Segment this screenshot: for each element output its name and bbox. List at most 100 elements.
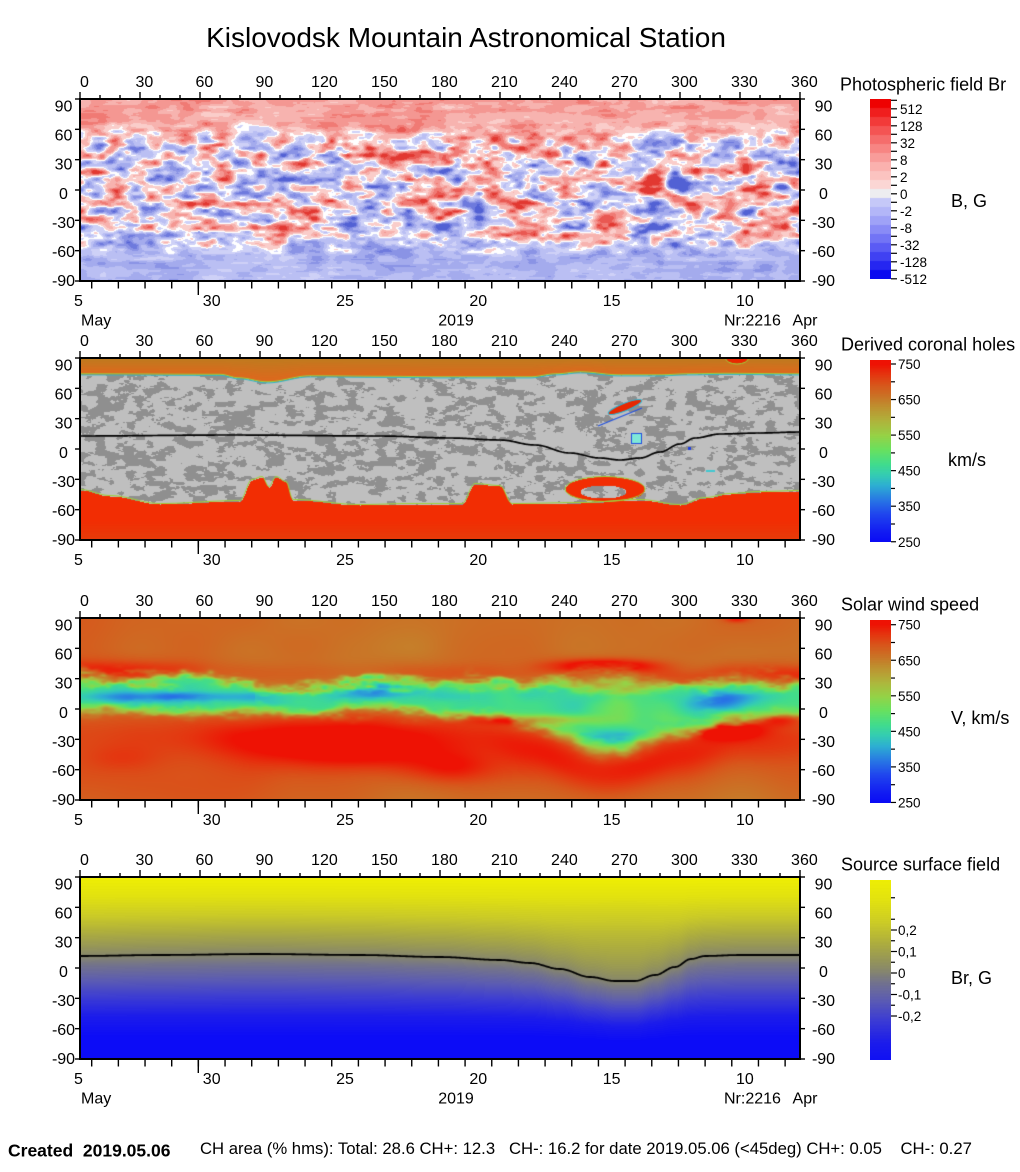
- svg-text:300: 300: [671, 852, 698, 869]
- svg-text:90: 90: [55, 358, 73, 375]
- svg-text:20: 20: [469, 812, 487, 829]
- svg-text:60: 60: [55, 387, 73, 404]
- svg-text:0: 0: [80, 593, 89, 610]
- svg-text:60: 60: [815, 906, 833, 923]
- svg-text:90: 90: [55, 877, 73, 894]
- svg-text:150: 150: [371, 74, 398, 91]
- svg-text:550: 550: [898, 428, 921, 443]
- svg-text:15: 15: [603, 552, 621, 569]
- svg-text:60: 60: [196, 74, 214, 91]
- svg-text:240: 240: [551, 333, 578, 350]
- svg-text:90: 90: [815, 618, 833, 635]
- svg-text:180: 180: [431, 74, 458, 91]
- svg-text:60: 60: [815, 647, 833, 664]
- svg-text:350: 350: [898, 499, 921, 514]
- svg-text:0: 0: [819, 705, 828, 722]
- svg-text:0,2: 0,2: [898, 923, 917, 938]
- svg-text:90: 90: [256, 852, 274, 869]
- svg-text:330: 330: [731, 333, 758, 350]
- svg-text:-90: -90: [812, 1051, 835, 1068]
- svg-text:30: 30: [55, 416, 73, 433]
- svg-text:-512: -512: [900, 272, 927, 287]
- svg-text:5: 5: [74, 812, 83, 829]
- svg-text:300: 300: [671, 593, 698, 610]
- svg-text:-8: -8: [900, 221, 912, 236]
- svg-text:270: 270: [611, 74, 638, 91]
- svg-text:-60: -60: [52, 1022, 75, 1039]
- svg-text:30: 30: [55, 157, 73, 174]
- svg-text:-30: -30: [52, 993, 75, 1010]
- svg-text:10: 10: [736, 552, 754, 569]
- svg-text:km/s: km/s: [948, 450, 986, 470]
- svg-text:240: 240: [551, 852, 578, 869]
- svg-text:330: 330: [731, 74, 758, 91]
- svg-text:-60: -60: [52, 244, 75, 261]
- svg-text:128: 128: [900, 119, 923, 134]
- svg-text:90: 90: [55, 618, 73, 635]
- svg-text:60: 60: [55, 906, 73, 923]
- svg-text:210: 210: [491, 74, 518, 91]
- svg-text:90: 90: [256, 593, 274, 610]
- svg-text:V, km/s: V, km/s: [951, 708, 1009, 728]
- svg-text:270: 270: [611, 593, 638, 610]
- svg-text:CH area (% hms): Total: 28.6 C: CH area (% hms): Total: 28.6 CH+: 12.3 C…: [200, 1139, 972, 1158]
- svg-text:250: 250: [898, 795, 921, 810]
- svg-text:90: 90: [815, 877, 833, 894]
- svg-text:20: 20: [469, 293, 487, 310]
- svg-text:90: 90: [55, 99, 73, 116]
- svg-text:120: 120: [311, 852, 338, 869]
- svg-text:360: 360: [791, 74, 818, 91]
- svg-text:30: 30: [203, 552, 221, 569]
- svg-text:20: 20: [469, 552, 487, 569]
- svg-text:May: May: [81, 312, 111, 329]
- svg-text:32: 32: [900, 136, 915, 151]
- svg-text:150: 150: [371, 852, 398, 869]
- svg-text:8: 8: [900, 153, 908, 168]
- svg-text:210: 210: [491, 852, 518, 869]
- svg-text:-90: -90: [52, 1051, 75, 1068]
- svg-text:2: 2: [900, 170, 908, 185]
- svg-text:10: 10: [736, 812, 754, 829]
- svg-text:15: 15: [603, 293, 621, 310]
- svg-text:2019: 2019: [438, 1090, 474, 1107]
- svg-text:Nr:2216: Nr:2216: [724, 1090, 781, 1107]
- svg-text:60: 60: [196, 333, 214, 350]
- svg-text:-30: -30: [52, 474, 75, 491]
- svg-text:0: 0: [898, 966, 906, 981]
- svg-text:30: 30: [203, 293, 221, 310]
- svg-text:60: 60: [55, 128, 73, 145]
- svg-text:90: 90: [815, 99, 833, 116]
- svg-text:0: 0: [59, 186, 68, 203]
- svg-text:-60: -60: [52, 503, 75, 520]
- svg-text:90: 90: [256, 74, 274, 91]
- svg-text:30: 30: [136, 593, 154, 610]
- svg-text:30: 30: [815, 157, 833, 174]
- svg-text:450: 450: [898, 464, 921, 479]
- svg-text:Solar wind speed: Solar wind speed: [841, 595, 979, 615]
- svg-text:240: 240: [551, 593, 578, 610]
- svg-text:-128: -128: [900, 255, 927, 270]
- svg-text:10: 10: [736, 1071, 754, 1088]
- svg-text:250: 250: [898, 535, 921, 550]
- svg-text:-90: -90: [812, 532, 835, 549]
- svg-text:10: 10: [736, 293, 754, 310]
- svg-text:Apr: Apr: [793, 312, 819, 329]
- svg-text:270: 270: [611, 333, 638, 350]
- svg-text:0: 0: [80, 74, 89, 91]
- svg-text:120: 120: [311, 593, 338, 610]
- svg-text:0: 0: [900, 187, 908, 202]
- svg-text:-32: -32: [900, 238, 920, 253]
- svg-text:0: 0: [59, 964, 68, 981]
- svg-text:30: 30: [815, 935, 833, 952]
- svg-text:30: 30: [815, 676, 833, 693]
- svg-text:0: 0: [819, 964, 828, 981]
- svg-text:-60: -60: [812, 1022, 835, 1039]
- svg-text:120: 120: [311, 333, 338, 350]
- svg-text:-2: -2: [900, 204, 912, 219]
- svg-text:25: 25: [336, 812, 354, 829]
- svg-text:-30: -30: [812, 474, 835, 491]
- svg-text:150: 150: [371, 333, 398, 350]
- svg-text:30: 30: [55, 935, 73, 952]
- svg-text:750: 750: [898, 357, 921, 372]
- svg-text:60: 60: [815, 128, 833, 145]
